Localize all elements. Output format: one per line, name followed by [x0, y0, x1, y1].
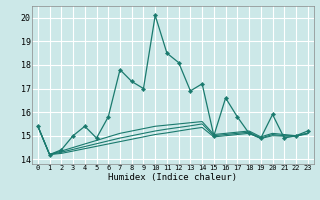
X-axis label: Humidex (Indice chaleur): Humidex (Indice chaleur): [108, 173, 237, 182]
